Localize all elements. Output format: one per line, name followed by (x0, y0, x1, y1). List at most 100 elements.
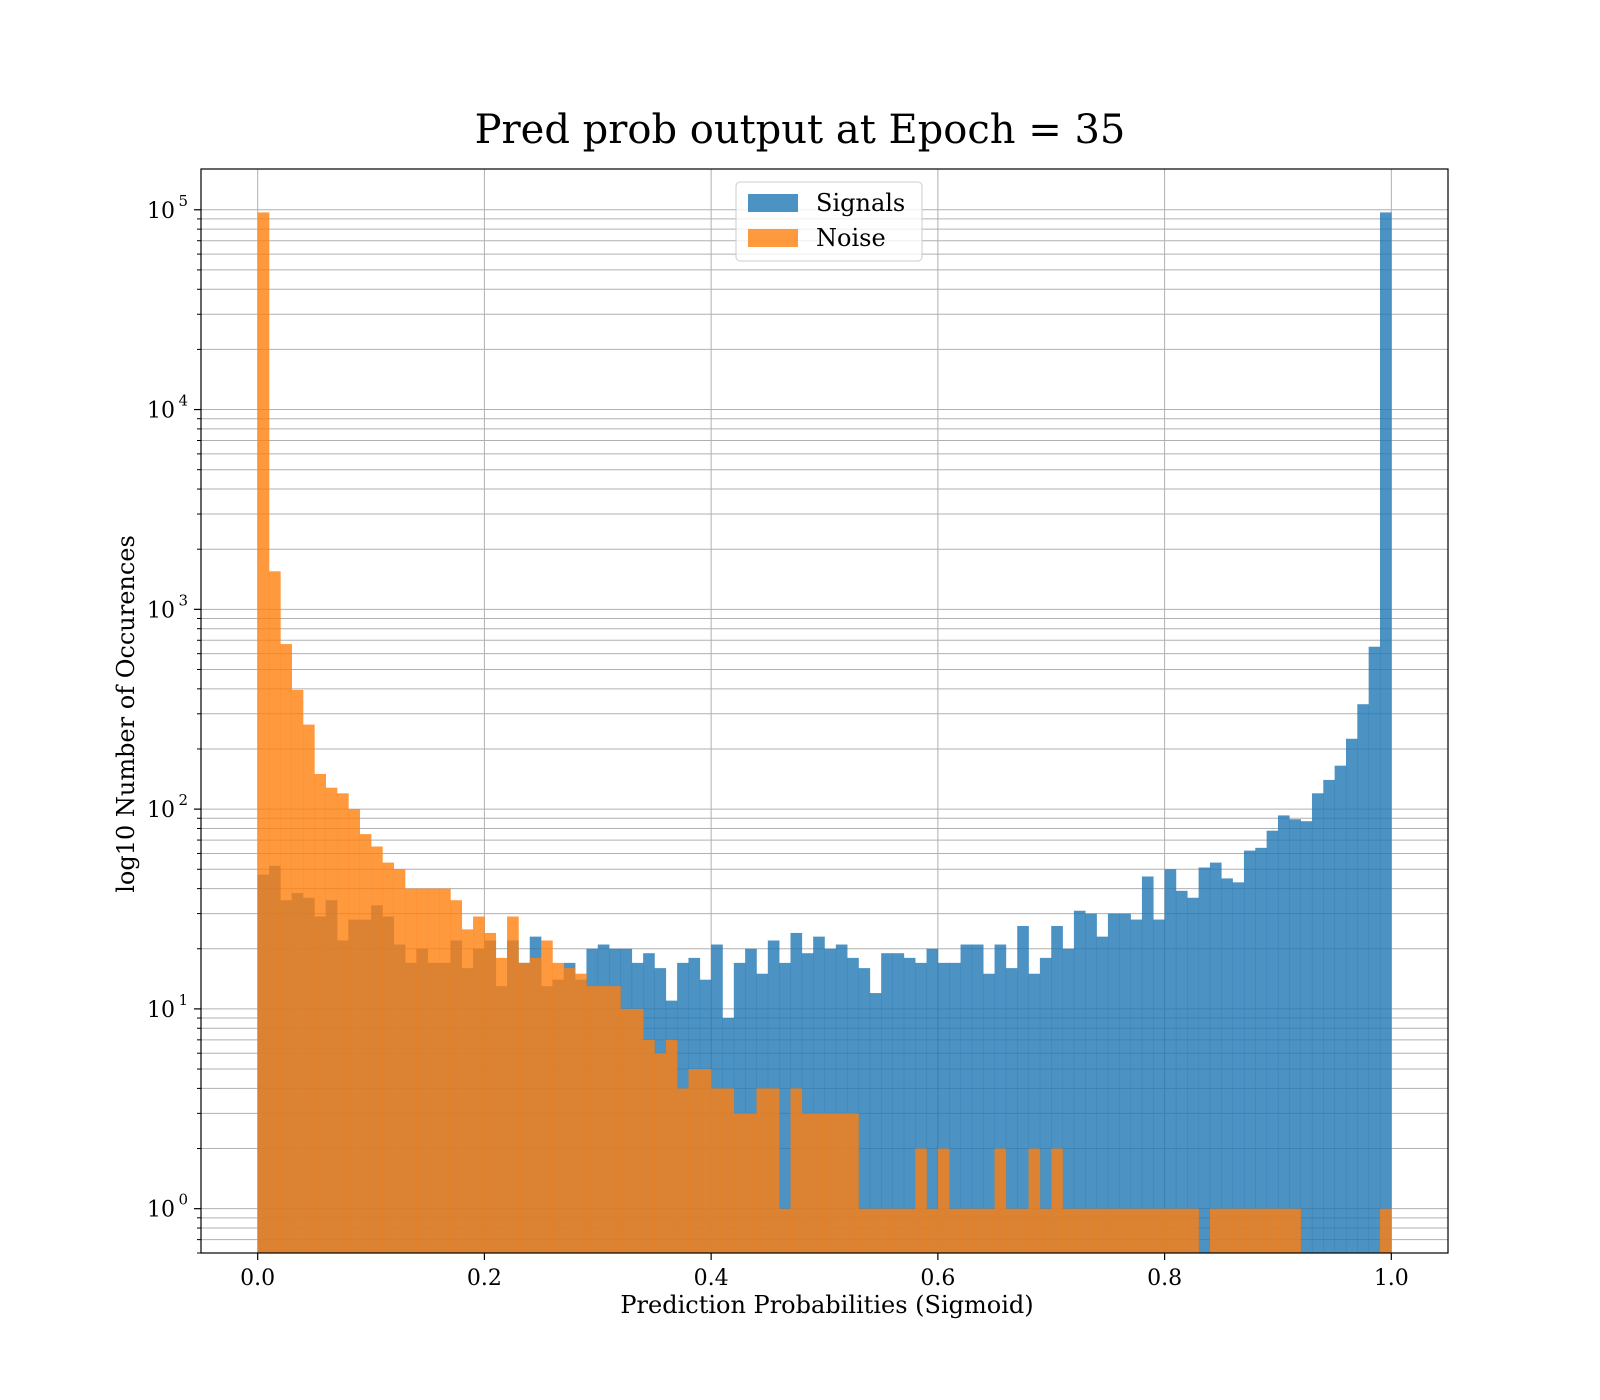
noise-bar-49 (813, 1113, 825, 1253)
noise-bars (257, 212, 1392, 1253)
noise-bar-34 (643, 1039, 655, 1253)
y-tick-label: 10 (147, 998, 175, 1023)
noise-bar-14 (416, 888, 429, 1253)
noise-bar-78 (1141, 1208, 1154, 1253)
noise-bar-46 (779, 1208, 791, 1253)
noise-bar-16 (439, 888, 451, 1253)
noise-bar-22 (507, 916, 519, 1253)
y-tick-exponent: 1 (178, 991, 188, 1009)
noise-bar-23 (518, 962, 531, 1253)
signals-bar-61 (949, 962, 961, 1253)
y-tick-exponent: 4 (178, 392, 188, 410)
noise-bar-42 (733, 1113, 746, 1253)
signals-bar-89 (1266, 830, 1279, 1253)
signals-bar-81 (1175, 890, 1188, 1253)
noise-bar-86 (1232, 1208, 1245, 1253)
signals-bar-54 (869, 993, 882, 1253)
noise-bar-43 (745, 1113, 757, 1253)
noise-bar-2 (280, 644, 292, 1253)
noise-bar-18 (461, 929, 474, 1253)
noise-bar-1 (269, 571, 281, 1253)
x-tick-label: 0.8 (1147, 1266, 1182, 1291)
noise-bar-69 (1039, 1208, 1052, 1253)
y-tick-label: 10 (147, 598, 175, 623)
noise-bar-67 (1017, 1208, 1029, 1253)
x-tick-label: 0.4 (694, 1266, 729, 1291)
noise-bar-85 (1221, 1208, 1233, 1253)
plot-area (200, 168, 1449, 1254)
legend-swatch-noise (748, 229, 798, 247)
signals-bar-90 (1277, 815, 1290, 1253)
noise-bar-8 (348, 809, 361, 1253)
plot-frame (200, 168, 1449, 1254)
noise-bar-62 (960, 1208, 973, 1253)
noise-bar-80 (1164, 1208, 1177, 1253)
noise-bar-10 (371, 846, 383, 1253)
noise-bar-20 (484, 932, 497, 1253)
signals-bar-94 (1323, 779, 1335, 1253)
signals-bar-49 (813, 936, 825, 1253)
signals-bar-51 (835, 944, 848, 1253)
signals-bar-63 (971, 944, 984, 1253)
noise-bar-52 (847, 1113, 859, 1253)
y-tick-exponent: 2 (178, 791, 188, 809)
signals-bar-92 (1300, 821, 1313, 1253)
noise-bar-74 (1096, 1208, 1109, 1253)
noise-bar-81 (1175, 1208, 1188, 1253)
noise-bar-28 (575, 973, 587, 1253)
x-axis-label: Prediction Probabilities (Sigmoid) (620, 1291, 1033, 1319)
noise-bar-41 (722, 1088, 735, 1253)
noise-bar-99 (1379, 1208, 1392, 1253)
signals-bar-77 (1130, 919, 1143, 1253)
signals-bar-74 (1096, 936, 1109, 1253)
signals-bar-60 (937, 962, 950, 1253)
x-axis: 0.0 0.2 0.4 0.6 0.8 1.0 (240, 1253, 1409, 1291)
noise-bar-40 (711, 1088, 723, 1253)
noise-bar-70 (1051, 1148, 1063, 1253)
noise-bar-54 (869, 1208, 882, 1253)
noise-bar-33 (631, 1008, 644, 1253)
noise-bar-30 (597, 986, 610, 1253)
signals-bar-98 (1368, 646, 1381, 1253)
noise-bar-50 (824, 1113, 837, 1253)
noise-bar-57 (903, 1208, 916, 1253)
signals-bar-68 (1028, 973, 1041, 1253)
noise-bar-89 (1266, 1208, 1279, 1253)
legend: Signals Noise (735, 181, 923, 262)
signals-bar-69 (1039, 957, 1052, 1253)
signals-bar-67 (1017, 925, 1029, 1253)
noise-bar-29 (586, 986, 599, 1253)
noise-bar-5 (314, 773, 326, 1253)
noise-bar-19 (473, 916, 485, 1253)
y-tick-exponent: 5 (178, 192, 188, 210)
signals-bar-72 (1073, 910, 1086, 1253)
signals-bar-93 (1311, 793, 1324, 1253)
signals-bar-64 (983, 973, 995, 1253)
noise-bar-26 (552, 962, 565, 1253)
x-tick-label: 1.0 (1374, 1266, 1409, 1291)
noise-bar-65 (994, 1148, 1007, 1253)
x-tick-label: 0.2 (467, 1266, 502, 1291)
signals-bar-95 (1334, 765, 1347, 1253)
y-tick-exponent: 0 (178, 1191, 188, 1209)
signals-bar-56 (892, 953, 905, 1253)
noise-bar-32 (620, 1008, 633, 1253)
signals-bar-83 (1198, 867, 1211, 1253)
signals-bar-75 (1107, 913, 1120, 1253)
signals-bar-91 (1289, 819, 1301, 1253)
signals-bar-85 (1221, 878, 1233, 1253)
y-tick-label: 10 (147, 199, 175, 224)
noise-bar-37 (677, 1088, 689, 1253)
noise-bar-84 (1209, 1208, 1222, 1253)
noise-bar-77 (1130, 1208, 1143, 1253)
signals-bar-78 (1141, 876, 1154, 1253)
noise-bar-55 (881, 1208, 893, 1253)
signals-bar-88 (1255, 847, 1267, 1253)
signals-bar-80 (1164, 869, 1177, 1253)
noise-bar-58 (915, 1148, 927, 1253)
y-tick-label: 10 (147, 1198, 175, 1223)
noise-bar-27 (563, 968, 576, 1253)
noise-bar-68 (1028, 1148, 1041, 1253)
signals-bar-84 (1209, 862, 1222, 1253)
noise-bar-64 (983, 1208, 995, 1253)
